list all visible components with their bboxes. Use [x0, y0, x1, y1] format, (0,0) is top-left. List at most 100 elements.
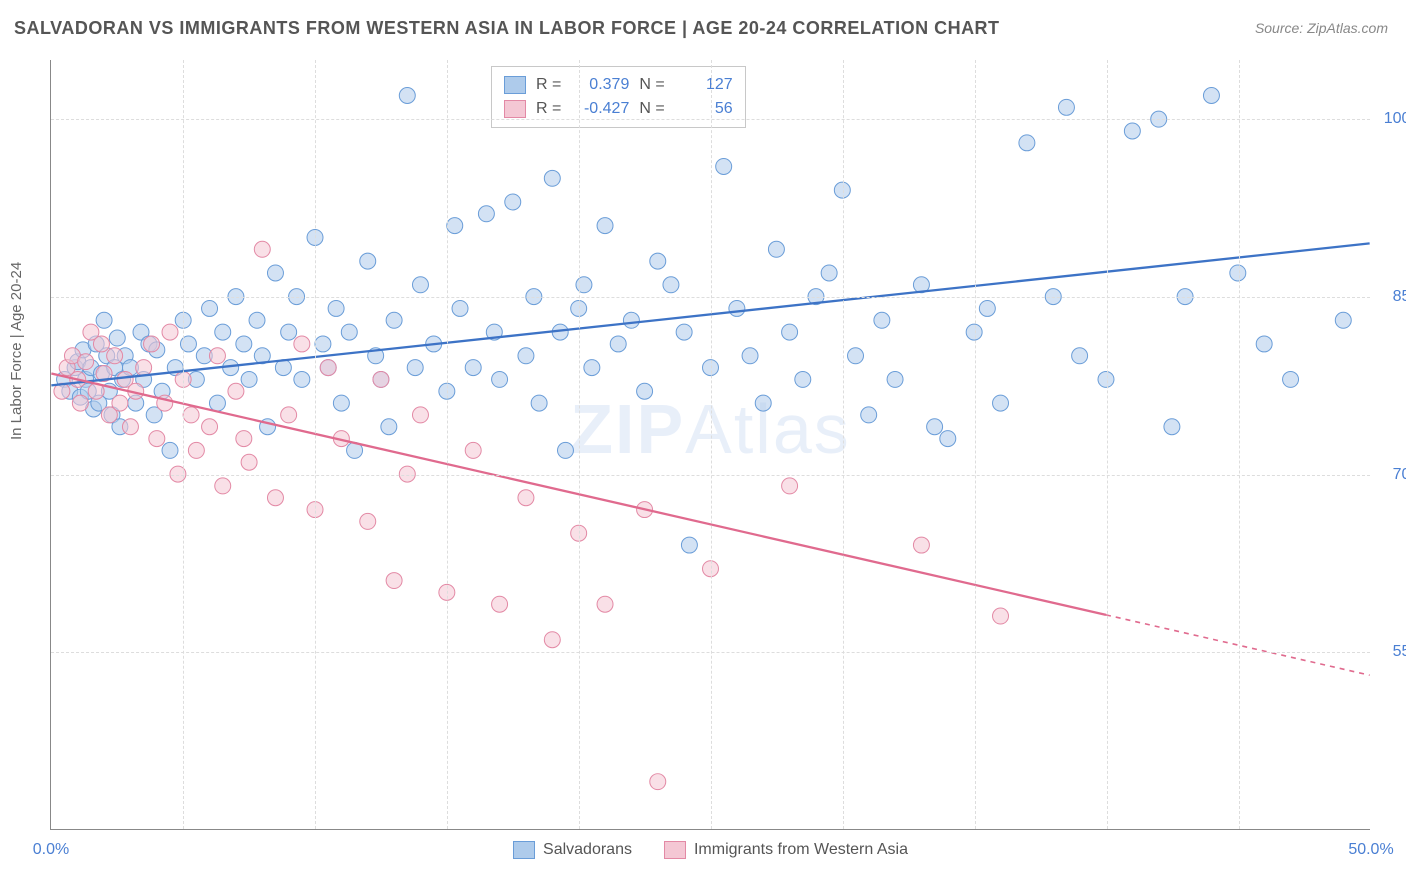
- grid-line-v: [1239, 60, 1240, 829]
- data-point: [729, 300, 745, 316]
- data-point: [215, 324, 231, 340]
- data-point: [1256, 336, 1272, 352]
- data-point: [492, 596, 508, 612]
- data-point: [979, 300, 995, 316]
- data-point: [109, 330, 125, 346]
- data-point: [676, 324, 692, 340]
- data-point: [597, 218, 613, 234]
- data-point: [927, 419, 943, 435]
- data-point: [320, 360, 336, 376]
- legend-label-1: Salvadorans: [543, 841, 632, 859]
- data-point: [518, 490, 534, 506]
- data-point: [136, 360, 152, 376]
- legend-label-2: Immigrants from Western Asia: [694, 841, 908, 859]
- data-point: [478, 206, 494, 222]
- data-point: [78, 354, 94, 370]
- data-point: [107, 348, 123, 364]
- y-axis-label: In Labor Force | Age 20-24: [8, 262, 25, 440]
- data-point: [215, 478, 231, 494]
- data-point: [742, 348, 758, 364]
- data-point: [144, 336, 160, 352]
- data-point: [492, 371, 508, 387]
- chart-title: SALVADORAN VS IMMIGRANTS FROM WESTERN AS…: [14, 18, 1000, 39]
- legend-item-1: Salvadorans: [513, 841, 632, 859]
- data-point: [650, 774, 666, 790]
- data-point: [887, 371, 903, 387]
- grid-line-v: [975, 60, 976, 829]
- data-point: [96, 312, 112, 328]
- data-point: [1072, 348, 1088, 364]
- data-point: [848, 348, 864, 364]
- data-point: [447, 218, 463, 234]
- data-point: [112, 395, 128, 411]
- trend-line-dashed: [1106, 615, 1370, 675]
- data-point: [452, 300, 468, 316]
- data-point: [93, 336, 109, 352]
- data-point: [940, 431, 956, 447]
- data-point: [236, 336, 252, 352]
- data-point: [557, 442, 573, 458]
- data-point: [241, 371, 257, 387]
- swatch-bottom-2: [664, 841, 686, 859]
- data-point: [281, 324, 297, 340]
- source-label: Source: ZipAtlas.com: [1255, 20, 1388, 36]
- data-point: [610, 336, 626, 352]
- grid-line-v: [447, 60, 448, 829]
- data-point: [623, 312, 639, 328]
- data-point: [1335, 312, 1351, 328]
- swatch-bottom-1: [513, 841, 535, 859]
- plot-area: ZIPAtlas R = 0.379 N = 127 R = -0.427 N …: [50, 60, 1370, 830]
- data-point: [993, 608, 1009, 624]
- x-tick-label: 0.0%: [33, 841, 69, 859]
- data-point: [386, 312, 402, 328]
- data-point: [162, 324, 178, 340]
- data-point: [209, 348, 225, 364]
- data-point: [315, 336, 331, 352]
- data-point: [183, 407, 199, 423]
- y-tick-label: 55.0%: [1378, 643, 1406, 661]
- data-point: [236, 431, 252, 447]
- grid-line-v: [843, 60, 844, 829]
- data-point: [782, 324, 798, 340]
- data-point: [1283, 371, 1299, 387]
- legend-item-2: Immigrants from Western Asia: [664, 841, 908, 859]
- data-point: [663, 277, 679, 293]
- data-point: [360, 253, 376, 269]
- y-tick-label: 70.0%: [1378, 466, 1406, 484]
- y-tick-label: 85.0%: [1378, 288, 1406, 306]
- data-point: [399, 88, 415, 104]
- data-point: [1098, 371, 1114, 387]
- data-point: [412, 277, 428, 293]
- data-point: [360, 513, 376, 529]
- data-point: [333, 395, 349, 411]
- data-point: [1164, 419, 1180, 435]
- data-point: [1230, 265, 1246, 281]
- data-point: [795, 371, 811, 387]
- data-point: [993, 395, 1009, 411]
- data-point: [1203, 88, 1219, 104]
- data-point: [341, 324, 357, 340]
- data-point: [188, 442, 204, 458]
- data-point: [249, 312, 265, 328]
- grid-line-v: [579, 60, 580, 829]
- data-point: [861, 407, 877, 423]
- data-point: [505, 194, 521, 210]
- data-point: [584, 360, 600, 376]
- data-point: [267, 265, 283, 281]
- data-point: [202, 419, 218, 435]
- data-point: [209, 395, 225, 411]
- data-point: [913, 537, 929, 553]
- data-point: [122, 419, 138, 435]
- x-tick-label: 50.0%: [1348, 841, 1393, 859]
- data-point: [681, 537, 697, 553]
- data-point: [267, 490, 283, 506]
- data-point: [597, 596, 613, 612]
- data-point: [518, 348, 534, 364]
- data-point: [254, 241, 270, 257]
- data-point: [241, 454, 257, 470]
- data-point: [465, 360, 481, 376]
- data-point: [755, 395, 771, 411]
- data-point: [386, 573, 402, 589]
- data-point: [281, 407, 297, 423]
- data-point: [202, 300, 218, 316]
